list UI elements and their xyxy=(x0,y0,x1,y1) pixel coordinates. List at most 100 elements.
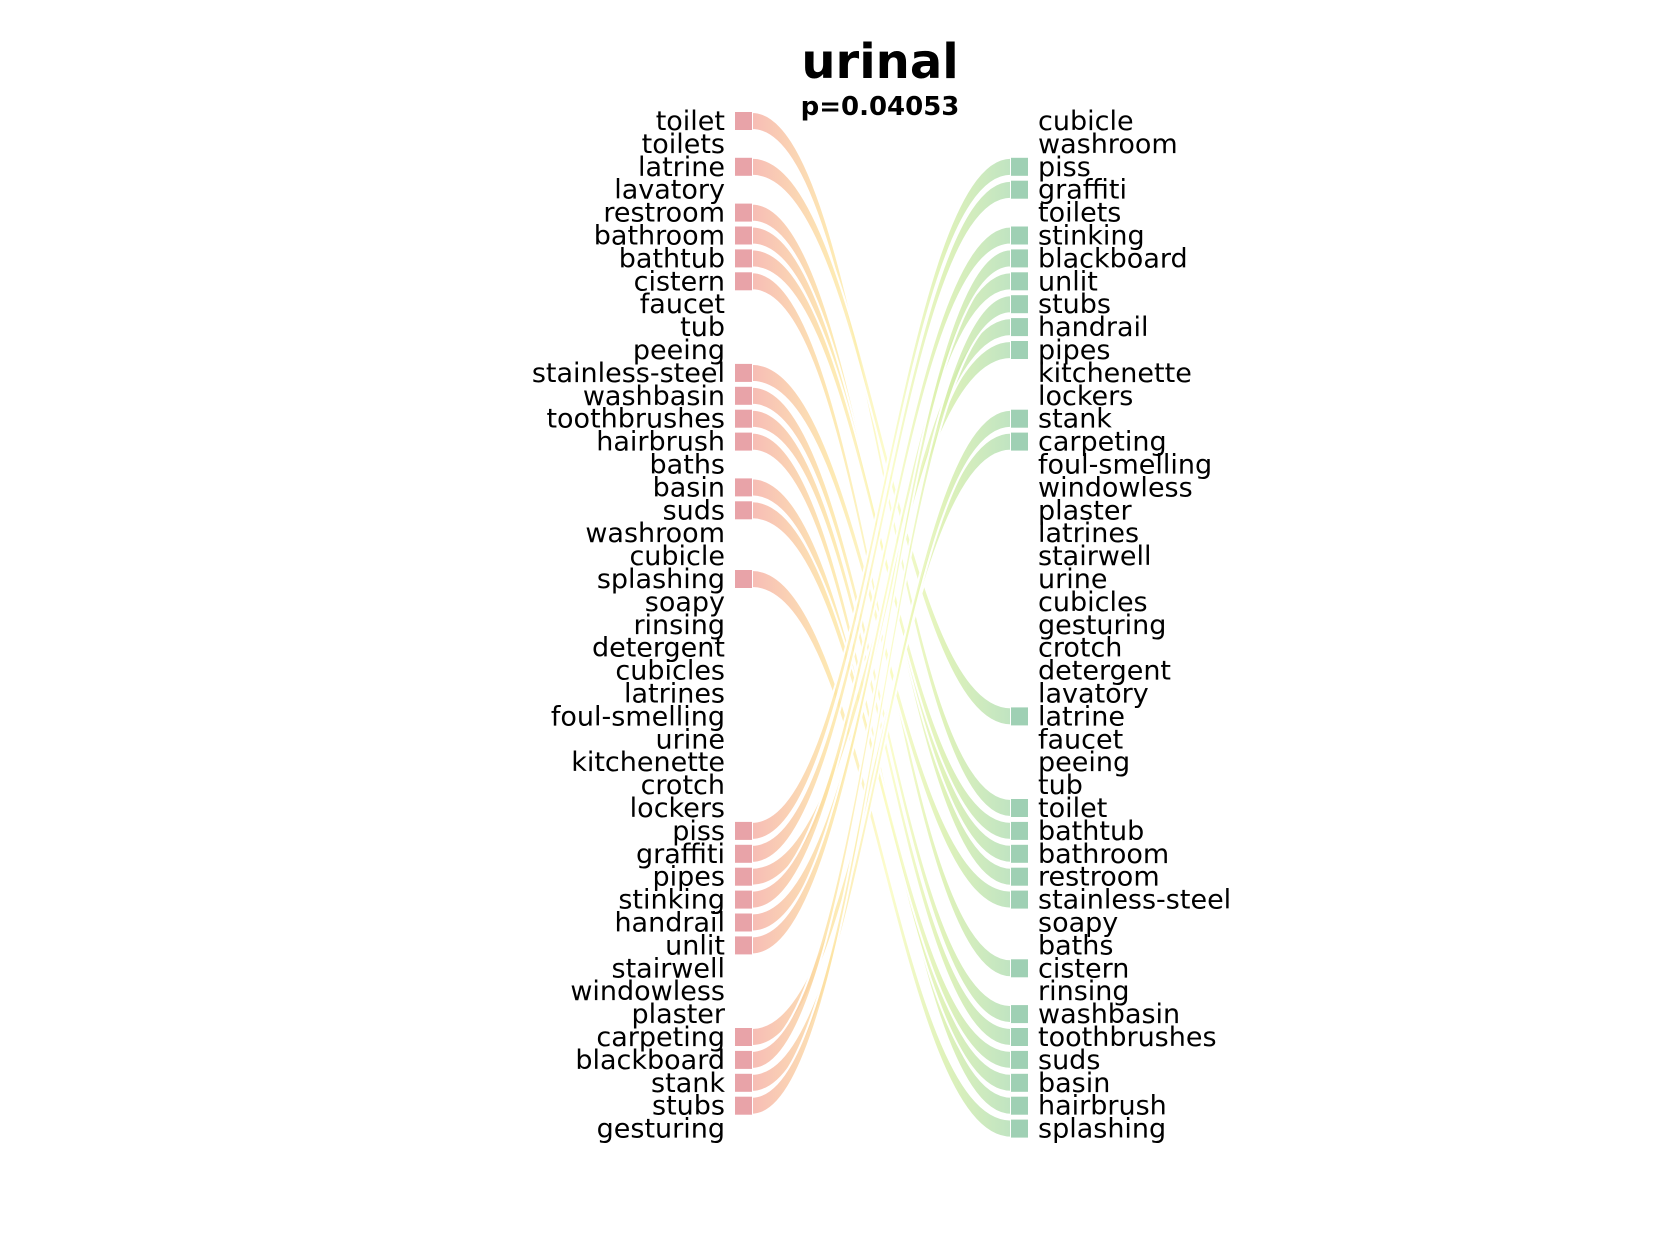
left-word-label: blackboard xyxy=(575,1045,725,1076)
right-word-label: splashing xyxy=(1038,1114,1166,1145)
right-word-label: tub xyxy=(1038,770,1083,801)
right-word-label: cubicle xyxy=(1038,106,1134,137)
left-word-label: urine xyxy=(656,724,725,755)
left-marker-graffiti xyxy=(735,844,752,863)
left-word-label: rinsing xyxy=(633,610,725,641)
right-marker-stubs xyxy=(1011,295,1028,314)
left-word-label: piss xyxy=(672,816,725,847)
left-marker-pipes xyxy=(735,867,752,886)
right-word-label: graffiti xyxy=(1038,175,1127,206)
left-marker-basin xyxy=(735,478,752,497)
left-word-label: handrail xyxy=(614,908,725,939)
left-word-label: foul-smelling xyxy=(551,701,725,732)
left-word-label: detergent xyxy=(592,633,725,664)
left-word-label: tub xyxy=(680,312,725,343)
chart-title: urinal xyxy=(801,34,958,90)
left-word-label: stubs xyxy=(652,1091,725,1122)
left-marker-blackboard xyxy=(735,1050,752,1069)
left-word-label: plaster xyxy=(631,999,725,1030)
right-word-label: peeing xyxy=(1038,747,1130,778)
right-marker-stinking xyxy=(1011,226,1028,245)
left-word-label: toothbrushes xyxy=(546,404,725,435)
left-word-label: graffiti xyxy=(636,839,725,870)
left-word-label: peeing xyxy=(633,335,725,366)
left-marker-unlit xyxy=(735,936,752,955)
right-marker-unlit xyxy=(1011,272,1028,291)
right-word-label: basin xyxy=(1038,1068,1110,1099)
left-word-label: lockers xyxy=(630,793,725,824)
right-marker-stank xyxy=(1011,409,1028,428)
right-marker-basin xyxy=(1011,1073,1028,1092)
right-word-label: bathtub xyxy=(1038,816,1144,847)
left-marker-restroom xyxy=(735,203,752,222)
right-marker-washbasin xyxy=(1011,1005,1028,1024)
right-word-label: cubicles xyxy=(1038,587,1148,618)
right-word-label: washbasin xyxy=(1038,999,1180,1030)
right-word-label: unlit xyxy=(1038,266,1098,297)
right-marker-restroom xyxy=(1011,867,1028,886)
left-word-label: suds xyxy=(663,495,725,526)
left-marker-splashing xyxy=(735,570,752,588)
left-marker-cistern xyxy=(735,272,752,291)
right-word-label: toilets xyxy=(1038,198,1121,229)
right-marker-carpeting xyxy=(1011,432,1028,451)
right-word-label: latrines xyxy=(1038,518,1139,549)
right-word-label: stinking xyxy=(1038,221,1145,252)
right-word-label: latrine xyxy=(1038,701,1125,732)
right-word-label: faucet xyxy=(1038,724,1123,755)
left-word-label: basin xyxy=(653,472,725,503)
left-word-label: carpeting xyxy=(596,1022,725,1053)
left-word-label: toilets xyxy=(642,129,725,160)
left-word-label: restroom xyxy=(603,198,725,229)
right-word-label: urine xyxy=(1038,564,1107,595)
right-marker-piss xyxy=(1011,157,1028,176)
right-word-label: lockers xyxy=(1038,381,1133,412)
right-marker-suds xyxy=(1011,1050,1028,1069)
left-word-label: faucet xyxy=(640,289,725,320)
right-word-label: restroom xyxy=(1038,862,1160,893)
right-marker-stainless-steel xyxy=(1011,890,1028,909)
right-marker-splashing xyxy=(1011,1119,1028,1138)
right-word-label: piss xyxy=(1038,152,1091,183)
right-word-label: stairwell xyxy=(1038,541,1152,572)
left-word-label: bathroom xyxy=(594,221,725,252)
right-word-label: blackboard xyxy=(1038,243,1188,274)
right-word-label: foul-smelling xyxy=(1038,450,1212,481)
right-word-label: toothbrushes xyxy=(1038,1022,1217,1053)
right-marker-bathtub xyxy=(1011,821,1028,840)
chart-subtitle: p=0.04053 xyxy=(801,92,960,122)
left-word-label: lavatory xyxy=(614,175,725,206)
left-marker-piss xyxy=(735,821,752,840)
left-word-label: windowless xyxy=(570,976,725,1007)
right-word-label: baths xyxy=(1038,930,1113,961)
right-word-list: cubiclewashroompissgraffititoiletsstinki… xyxy=(1038,106,1231,1145)
left-word-label: soapy xyxy=(645,587,725,618)
left-word-label: stinking xyxy=(618,885,725,916)
right-word-label: detergent xyxy=(1038,656,1171,687)
left-word-label: stank xyxy=(651,1068,725,1099)
right-word-label: plaster xyxy=(1038,495,1132,526)
right-word-label: handrail xyxy=(1038,312,1149,343)
left-marker-stank xyxy=(735,1073,752,1092)
left-word-label: cubicle xyxy=(629,541,725,572)
left-word-label: stainless-steel xyxy=(532,358,725,389)
left-word-label: bathtub xyxy=(619,243,725,274)
left-word-label: washbasin xyxy=(583,381,725,412)
left-marker-washbasin xyxy=(735,386,752,405)
left-word-label: latrine xyxy=(638,152,725,183)
right-marker-toothbrushes xyxy=(1011,1028,1028,1046)
left-marker-suds xyxy=(735,501,752,520)
right-word-label: carpeting xyxy=(1038,427,1167,458)
left-marker-stinking xyxy=(735,890,752,909)
left-marker-bathroom xyxy=(735,226,752,245)
left-word-label: pipes xyxy=(653,862,725,893)
left-marker-latrine xyxy=(735,157,752,176)
right-word-label: kitchenette xyxy=(1038,358,1192,389)
left-word-label: baths xyxy=(650,450,725,481)
right-word-label: stank xyxy=(1038,404,1112,435)
right-word-label: hairbrush xyxy=(1038,1091,1167,1122)
left-marker-toothbrushes xyxy=(735,409,752,428)
left-word-label: kitchenette xyxy=(571,747,725,778)
right-word-label: soapy xyxy=(1038,908,1118,939)
right-marker-hairbrush xyxy=(1011,1096,1028,1115)
